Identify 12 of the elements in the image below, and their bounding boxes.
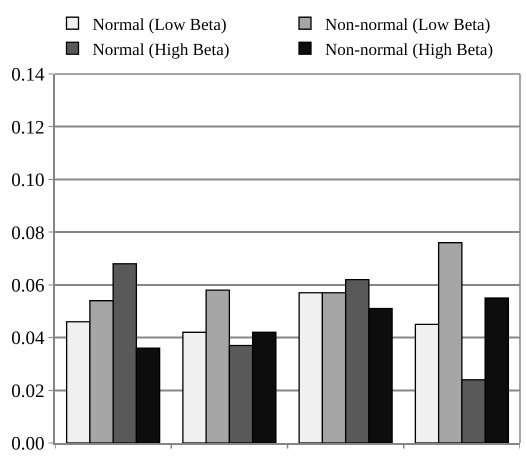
y-tick-label: 0.02 <box>11 380 44 402</box>
legend-label: Non-normal (High Beta) <box>325 40 494 59</box>
y-tick-label: 0.04 <box>11 328 45 350</box>
y-tick-label: 0.10 <box>11 170 44 192</box>
legend-label: Normal (Low Beta) <box>92 14 227 34</box>
y-tick-label: 0.12 <box>11 117 44 138</box>
y-tick-label: 0.06 <box>11 276 44 297</box>
legend-label: Non-normal (Low Beta) <box>325 14 490 34</box>
y-tick-label: 0.08 <box>11 222 44 244</box>
y-tick-label: 0.14 <box>11 64 45 86</box>
y-tick-label: 0.00 <box>11 434 44 455</box>
legend-label: Normal (High Beta) <box>92 40 230 59</box>
